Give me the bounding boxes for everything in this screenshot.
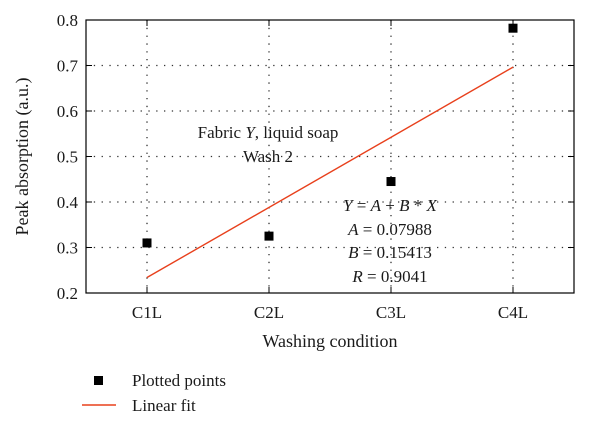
x-tick-label: C2L — [254, 303, 284, 322]
data-point — [142, 238, 152, 248]
axis-ticks — [86, 19, 574, 294]
y-tick-label: 0.4 — [57, 193, 79, 212]
y-tick-label: 0.2 — [57, 284, 78, 303]
legend-marker-square — [94, 376, 103, 385]
linear-fit-line — [146, 66, 514, 279]
y-axis-title: Peak absorption (a.u.) — [12, 78, 33, 236]
x-tick-labels: C1L C2L C3L C4L — [132, 303, 528, 322]
y-tick-label: 0.8 — [57, 11, 78, 30]
x-tick-label: C4L — [498, 303, 528, 322]
plot-area-frame — [85, 19, 575, 294]
annotation-sample: Fabric Y, liquid soap — [198, 123, 339, 142]
y-tick-label: 0.5 — [57, 148, 78, 167]
data-point — [386, 177, 396, 187]
annotation-r-value: R = 0.9041 — [351, 267, 427, 286]
data-point — [264, 231, 274, 241]
annotation-wash: Wash 2 — [243, 147, 293, 166]
x-axis-title: Washing condition — [262, 331, 397, 351]
annotation-coef-b: B = 0.15413 — [348, 243, 432, 262]
y-tick-labels: 0.2 0.3 0.4 0.5 0.6 0.7 0.8 — [57, 11, 79, 303]
fit-layer — [146, 66, 514, 279]
y-tick-label: 0.7 — [57, 57, 79, 76]
annotation-coef-a: A = 0.07988 — [347, 220, 432, 239]
points-layer — [142, 23, 518, 248]
x-tick-label: C1L — [132, 303, 162, 322]
data-point — [508, 23, 518, 33]
y-tick-label: 0.3 — [57, 239, 78, 258]
annotation-group: Fabric Y, liquid soap Wash 2 Y = A + B *… — [198, 123, 438, 286]
legend-label-points: Plotted points — [132, 371, 226, 390]
x-tick-label: C3L — [376, 303, 406, 322]
annotation-equation: Y = A + B * X — [343, 196, 437, 215]
y-tick-label: 0.6 — [57, 102, 78, 121]
legend-label-fit: Linear fit — [132, 396, 196, 415]
grid-lines — [86, 20, 574, 293]
legend: Plotted points Linear fit — [82, 371, 226, 415]
